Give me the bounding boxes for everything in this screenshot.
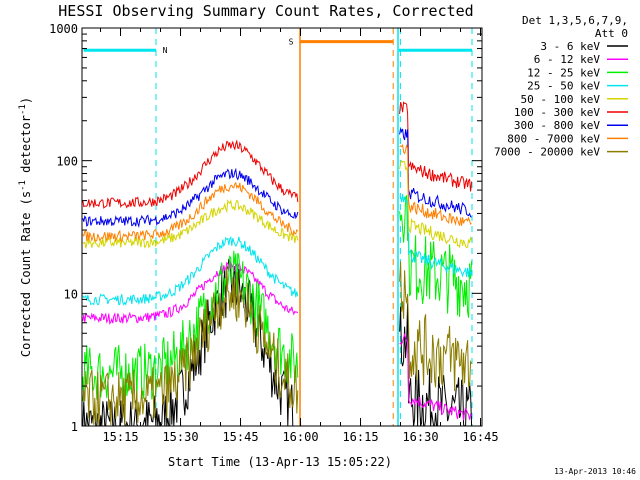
timestamp: 13-Apr-2013 10:46 xyxy=(554,467,636,476)
series-line-post-6 xyxy=(399,128,472,218)
series-line-post-3 xyxy=(399,193,473,278)
series-line-post-4 xyxy=(399,159,473,249)
x-tick-label: 16:15 xyxy=(342,430,378,444)
legend-entry-label: 50 - 100 keV xyxy=(521,93,601,106)
x-axis-ticks: 15:15 15:30 15:45 16:00 16:15 16:30 16:45 xyxy=(100,28,499,444)
legend-entry-label: 6 - 12 keV xyxy=(534,53,601,66)
flag-label: S xyxy=(289,38,294,47)
x-tick-label: 15:30 xyxy=(162,430,198,444)
legend-entry-label: 100 - 300 keV xyxy=(514,106,600,119)
series-line-post-7 xyxy=(399,143,472,226)
x-tick-label: 16:30 xyxy=(402,430,438,444)
chart-title: HESSI Observing Summary Count Rates, Cor… xyxy=(58,2,473,20)
x-axis-label: Start Time (13-Apr-13 15:05:22) xyxy=(168,455,392,469)
series-line-4 xyxy=(82,199,299,249)
y-tick-label: 1000 xyxy=(49,22,78,36)
legend-header-1: Det 1,3,5,6,7,9, xyxy=(522,14,628,27)
mode-boundary-lines xyxy=(155,28,473,426)
legend-entry-label: 25 - 50 keV xyxy=(527,80,600,93)
series-line-post-0 xyxy=(399,303,473,426)
legend-entry-label: 12 - 25 keV xyxy=(527,66,600,79)
y-tick-label: 10 xyxy=(64,287,78,301)
legend-entry-label: 3 - 6 keV xyxy=(540,40,600,53)
series-line-post-1 xyxy=(399,332,472,421)
series-line-post-5 xyxy=(399,101,473,192)
legend-entry-label: 800 - 7000 keV xyxy=(507,132,600,145)
y-axis-ticks: 1 10 100 1000 xyxy=(49,22,482,434)
series-line-6 xyxy=(82,167,299,229)
x-tick-label: 16:00 xyxy=(282,430,318,444)
series-layer xyxy=(82,101,473,426)
x-tick-label: 15:15 xyxy=(102,430,138,444)
series-line-post-8 xyxy=(399,261,473,392)
series-line-post-2 xyxy=(399,195,473,318)
flag-bars: NS xyxy=(83,38,472,55)
series-line-3 xyxy=(82,235,299,306)
legend-entry-label: 300 - 800 keV xyxy=(514,119,600,132)
flag-label: N xyxy=(163,46,168,55)
y-tick-label: 100 xyxy=(56,155,78,169)
series-line-1 xyxy=(82,261,299,325)
series-line-2 xyxy=(82,250,299,402)
series-line-8 xyxy=(82,266,299,426)
y-axis-label: Corrected Count Rate (s-1 detector-1) xyxy=(18,97,33,357)
legend-entry-label: 7000 - 20000 keV xyxy=(494,146,600,159)
legend-header-2: Att 0 xyxy=(595,27,628,40)
y-tick-label: 1 xyxy=(71,420,78,434)
plot-frame xyxy=(81,27,483,427)
series-line-7 xyxy=(82,181,299,243)
x-tick-label: 16:45 xyxy=(462,430,498,444)
series-line-5 xyxy=(82,139,299,209)
x-tick-label: 15:45 xyxy=(222,430,258,444)
